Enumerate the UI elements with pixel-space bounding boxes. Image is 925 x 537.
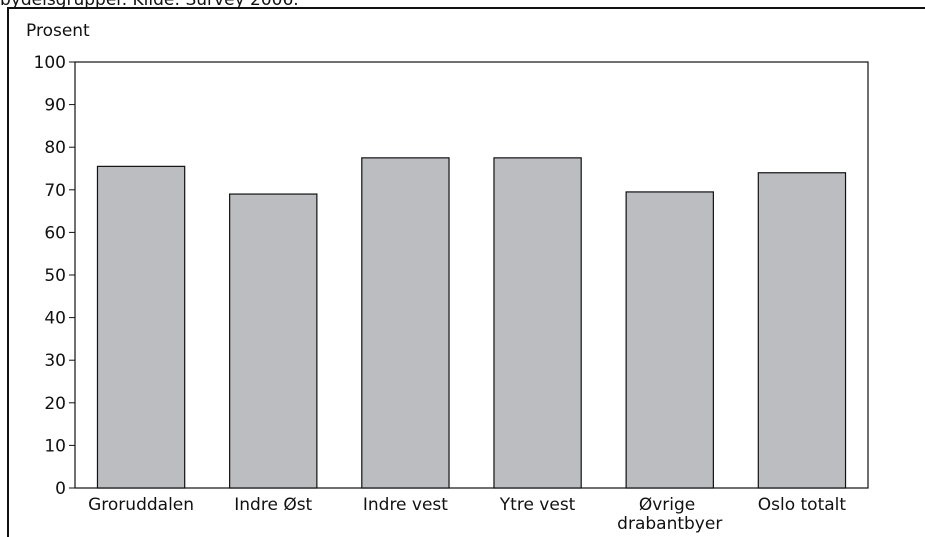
bar — [757, 172, 847, 489]
x-tick-label: Indre Øst — [234, 495, 312, 515]
y-tick-label: 30 — [44, 351, 66, 371]
y-tick-label: 0 — [55, 479, 66, 499]
bar — [625, 191, 714, 489]
y-tick-label: 10 — [44, 436, 66, 456]
y-tick-label: 80 — [44, 138, 66, 158]
y-tick-label: 70 — [44, 181, 66, 201]
y-tick-label: 40 — [44, 309, 66, 329]
y-tick-label: 20 — [44, 394, 66, 414]
x-tick-label: Groruddalen — [88, 495, 194, 515]
plot-area — [74, 61, 869, 489]
x-tick-label: Ytre vest — [499, 495, 576, 515]
y-tick-label: 90 — [44, 96, 66, 116]
x-tick-label: Indre vest — [363, 495, 448, 515]
frame — [7, 7, 925, 537]
x-tick-label: Oslo totalt — [758, 495, 847, 515]
x-tick-label: Øvrige drabantbyer — [617, 495, 722, 534]
y-tick-label: 100 — [34, 53, 66, 73]
bar — [361, 157, 450, 489]
bar — [229, 193, 318, 489]
y-tick-label: 50 — [44, 266, 66, 286]
bar — [493, 157, 582, 489]
y-axis-label: Prosent — [26, 21, 90, 41]
y-tick-label: 60 — [44, 223, 66, 243]
caption: bydelsgrupper. Kilde: Survey 2006. — [0, 0, 299, 10]
bar — [96, 165, 186, 489]
